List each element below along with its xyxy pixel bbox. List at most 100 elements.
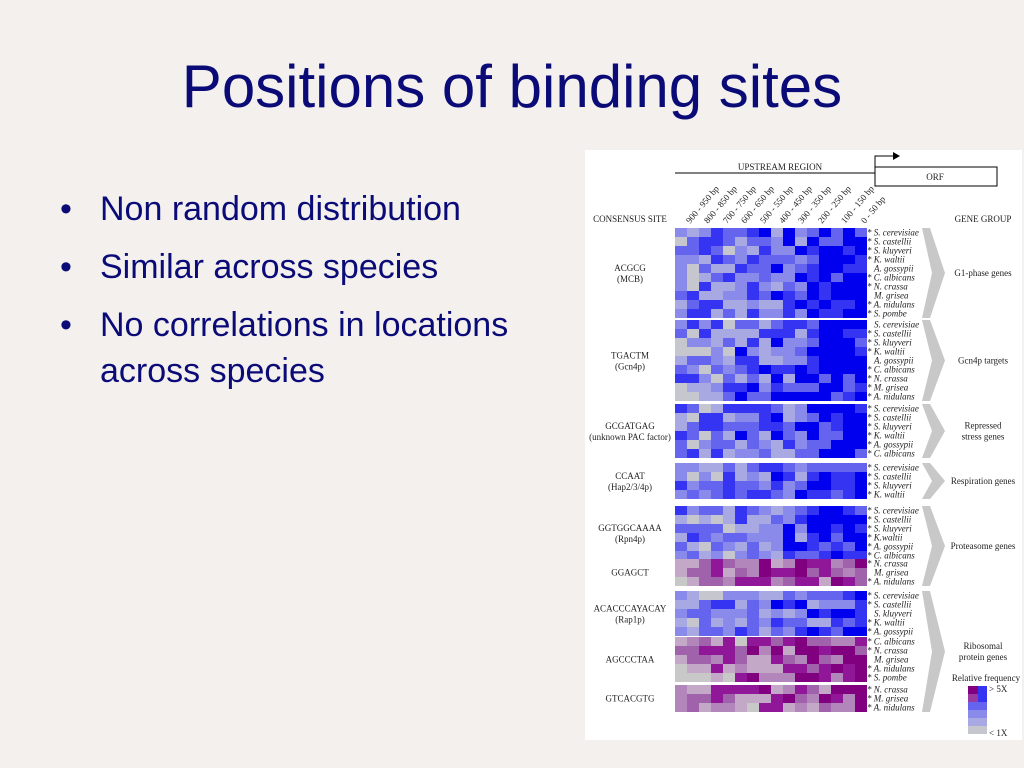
heatmap-cell bbox=[855, 320, 867, 329]
heatmap-cell bbox=[723, 383, 735, 392]
legend-swatch bbox=[968, 718, 978, 726]
heatmap-cell bbox=[687, 282, 699, 291]
heatmap-cell bbox=[759, 618, 771, 627]
heatmap-cell bbox=[735, 568, 747, 577]
heatmap-cell bbox=[783, 627, 795, 636]
heatmap-cell bbox=[675, 300, 687, 309]
factor-label: (unknown PAC factor) bbox=[589, 432, 671, 442]
heatmap-cell bbox=[675, 431, 687, 440]
heatmap-cell bbox=[675, 703, 687, 712]
heatmap-cell bbox=[819, 282, 831, 291]
heatmap-cell bbox=[831, 490, 843, 499]
heatmap-cell bbox=[699, 703, 711, 712]
heatmap-cell bbox=[747, 481, 759, 490]
consensus-site: TGACTM bbox=[611, 351, 649, 361]
heatmap-cell bbox=[831, 673, 843, 682]
heatmap-cell bbox=[807, 551, 819, 560]
heatmap-cell bbox=[771, 264, 783, 273]
heatmap-cell bbox=[795, 374, 807, 383]
heatmap-cell bbox=[855, 300, 867, 309]
heatmap-cell bbox=[855, 449, 867, 458]
heatmap-cell bbox=[819, 383, 831, 392]
heatmap-cell bbox=[855, 404, 867, 413]
heatmap-cell bbox=[747, 264, 759, 273]
heatmap-cell bbox=[795, 440, 807, 449]
heatmap-cell bbox=[735, 506, 747, 515]
heatmap-cell bbox=[819, 506, 831, 515]
heatmap-cell bbox=[819, 609, 831, 618]
heatmap-cell bbox=[675, 291, 687, 300]
heatmap-cell bbox=[747, 542, 759, 551]
heatmap-cell bbox=[771, 320, 783, 329]
heatmap-cell bbox=[819, 228, 831, 237]
heatmap-cell bbox=[795, 338, 807, 347]
heatmap-cell bbox=[711, 449, 723, 458]
heatmap-cell bbox=[795, 356, 807, 365]
heatmap-cell bbox=[855, 533, 867, 542]
heatmap-cell bbox=[759, 374, 771, 383]
heatmap-cell bbox=[711, 383, 723, 392]
heatmap-cell bbox=[831, 463, 843, 472]
heatmap-cell bbox=[843, 481, 855, 490]
heatmap-cell bbox=[735, 609, 747, 618]
heatmap-cell bbox=[687, 577, 699, 586]
heatmap-cell bbox=[795, 300, 807, 309]
heatmap-cell bbox=[735, 255, 747, 264]
heatmap-cell bbox=[735, 637, 747, 646]
heatmap-cell bbox=[675, 309, 687, 318]
heatmap-cell bbox=[843, 329, 855, 338]
heatmap-cell bbox=[699, 646, 711, 655]
heatmap-cell bbox=[759, 237, 771, 246]
heatmap-cell bbox=[819, 568, 831, 577]
heatmap-cell bbox=[843, 577, 855, 586]
heatmap-cell bbox=[831, 413, 843, 422]
heatmap-cell bbox=[855, 542, 867, 551]
heatmap-cell bbox=[723, 664, 735, 673]
gene-group-label: G1-phase genes bbox=[954, 268, 1012, 278]
heatmap-cell bbox=[819, 440, 831, 449]
heatmap-cell bbox=[843, 600, 855, 609]
heatmap-cell bbox=[735, 273, 747, 282]
species-label: * A. gossypii bbox=[867, 627, 914, 637]
heatmap-cell bbox=[747, 320, 759, 329]
heatmap-cell bbox=[759, 490, 771, 499]
heatmap-cell bbox=[819, 374, 831, 383]
heatmap-cell bbox=[771, 703, 783, 712]
heatmap-cell bbox=[771, 291, 783, 300]
heatmap-cell bbox=[819, 551, 831, 560]
heatmap-cell bbox=[831, 506, 843, 515]
heatmap-cell bbox=[783, 542, 795, 551]
heatmap-cell bbox=[771, 228, 783, 237]
heatmap-cell bbox=[783, 472, 795, 481]
heatmap-cell bbox=[735, 618, 747, 627]
species-label: * M. grisea bbox=[867, 383, 909, 393]
heatmap-cell bbox=[819, 664, 831, 673]
heatmap-cell bbox=[723, 472, 735, 481]
group-bracket bbox=[922, 320, 945, 401]
heatmap-cell bbox=[855, 694, 867, 703]
heatmap-cell bbox=[831, 383, 843, 392]
heatmap-cell bbox=[687, 383, 699, 392]
heatmap-cell bbox=[687, 440, 699, 449]
heatmap-cell bbox=[723, 300, 735, 309]
heatmap-cell bbox=[819, 472, 831, 481]
heatmap-cell bbox=[771, 490, 783, 499]
heatmap-cell bbox=[711, 703, 723, 712]
heatmap-cell bbox=[711, 374, 723, 383]
heatmap-cell bbox=[687, 347, 699, 356]
heatmap-cell bbox=[747, 600, 759, 609]
heatmap-cell bbox=[675, 600, 687, 609]
heatmap-cell bbox=[747, 506, 759, 515]
heatmap-cell bbox=[759, 422, 771, 431]
heatmap-cell bbox=[855, 559, 867, 568]
heatmap-cell bbox=[771, 392, 783, 401]
heatmap-cell bbox=[783, 237, 795, 246]
heatmap-cell bbox=[747, 422, 759, 431]
heatmap-cell bbox=[675, 449, 687, 458]
heatmap-cell bbox=[843, 694, 855, 703]
heatmap-cell bbox=[795, 533, 807, 542]
heatmap-cell bbox=[759, 515, 771, 524]
factor-label: (Hap2/3/4p) bbox=[608, 482, 652, 492]
heatmap-cell bbox=[807, 591, 819, 600]
heatmap-cell bbox=[735, 524, 747, 533]
